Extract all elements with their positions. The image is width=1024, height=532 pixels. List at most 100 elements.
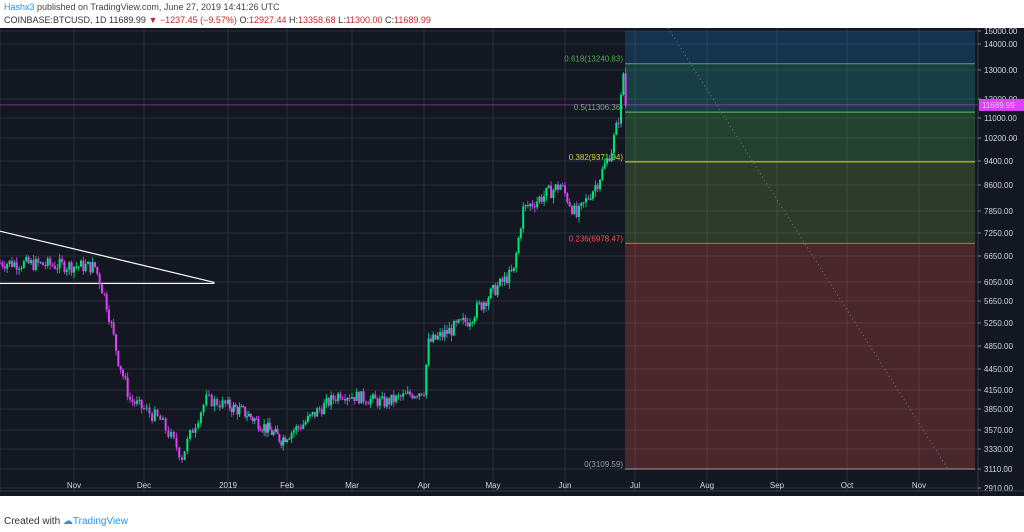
candle-body <box>288 438 291 440</box>
price-tick-label: 3850.00 <box>984 405 1013 414</box>
price-tick-label: 7250.00 <box>984 229 1013 238</box>
fib-level-label: 0.5(11306.36) <box>574 103 624 112</box>
tradingview-brand[interactable]: TradingView <box>72 516 128 527</box>
candle-body <box>341 398 344 400</box>
price-tick-label: 5250.00 <box>984 319 1013 328</box>
candle-body <box>538 196 541 202</box>
candle-body <box>61 258 64 262</box>
candle-body <box>390 394 393 405</box>
candle-body <box>172 431 175 438</box>
candle-body <box>284 437 287 443</box>
time-tick-label: May <box>485 481 500 490</box>
candle-body <box>290 432 293 439</box>
candle-body <box>524 205 527 207</box>
candle-body <box>413 396 416 399</box>
candle-body <box>3 266 6 269</box>
candle-body <box>110 322 113 324</box>
created-with: Created with ☁TradingView <box>4 516 128 527</box>
price-tick-label: 3330.00 <box>984 445 1013 454</box>
down-arrow-icon: ▼ <box>148 15 158 25</box>
candle-body <box>378 398 381 406</box>
candle-body <box>601 168 604 180</box>
time-tick-label: 2019 <box>219 481 237 490</box>
candle-body <box>178 447 181 458</box>
candle-body <box>564 185 566 194</box>
candle-body <box>344 398 347 401</box>
time-axis[interactable] <box>0 492 978 496</box>
candle-body <box>191 429 194 433</box>
candle-body <box>51 264 54 266</box>
candle-body <box>429 338 432 342</box>
last-price: 11689.99 <box>109 15 146 25</box>
candle-body <box>263 424 266 431</box>
candle-body <box>87 261 89 265</box>
candle-body <box>383 396 386 407</box>
candle-body <box>249 413 252 418</box>
candle-body <box>253 418 256 421</box>
candle-body <box>270 429 273 435</box>
candle-body <box>167 430 170 437</box>
candle-body <box>487 298 490 307</box>
candle-body <box>571 206 573 214</box>
candle-body <box>510 269 513 271</box>
candle-body <box>475 303 478 318</box>
candle-body <box>485 302 488 307</box>
candle-body <box>0 262 1 264</box>
candle-body <box>552 189 555 199</box>
low-value: 11300.00 <box>345 15 383 25</box>
candle-body <box>186 438 189 452</box>
candle-body <box>589 198 592 200</box>
candle-body <box>457 319 460 323</box>
candle-body <box>585 198 587 203</box>
candle-body <box>246 416 249 418</box>
candle-body <box>455 321 458 323</box>
candle-body <box>247 413 250 417</box>
candle-body <box>259 429 262 431</box>
candle-body <box>292 430 295 433</box>
candle-body <box>498 278 501 286</box>
candle-body <box>362 391 365 402</box>
candle-body <box>503 276 506 282</box>
candle-body <box>450 327 453 336</box>
candle-body <box>238 406 241 415</box>
price-tick-label: 10200.00 <box>984 134 1018 143</box>
candle-body <box>573 205 576 214</box>
candle-body <box>348 397 351 399</box>
author-link[interactable]: Hashx3 <box>4 2 35 12</box>
price-tick-label: 15000.00 <box>984 28 1018 36</box>
close-label: C: <box>385 15 394 25</box>
candle-body <box>261 430 264 432</box>
time-tick-label: Jun <box>559 481 572 490</box>
time-tick-label: Apr <box>418 481 431 490</box>
candle-body <box>25 256 28 262</box>
candle-body <box>138 399 141 401</box>
candle-body <box>404 393 407 395</box>
candle-body <box>416 396 419 398</box>
fib-zone <box>625 112 975 162</box>
price-tick-label: 6050.00 <box>984 278 1013 287</box>
candle-body <box>268 422 271 430</box>
candle-body <box>80 260 82 267</box>
candle-body <box>399 395 402 397</box>
candle-body <box>65 269 68 273</box>
candle-body <box>10 260 13 267</box>
candle-body <box>353 396 356 401</box>
candle-body <box>129 396 131 400</box>
candle-body <box>364 401 367 404</box>
price-tick-label: 8600.00 <box>984 181 1013 190</box>
candle-body <box>242 406 245 408</box>
candle-body <box>221 400 224 408</box>
candle-body <box>63 261 66 273</box>
price-tick-label: 5650.00 <box>984 297 1013 306</box>
price-chart[interactable]: 0.618(13240.83) 0.5(11306.36) 0.382(9371.9… <box>0 28 1024 496</box>
candle-body <box>309 414 312 416</box>
chart-area[interactable]: 0.618(13240.83) 0.5(11306.36) 0.382(9371.9… <box>0 28 1024 496</box>
candle-body <box>323 403 326 415</box>
price-tick-label: 13000.00 <box>984 66 1018 75</box>
candle-body <box>105 294 108 310</box>
candle-body <box>115 334 117 351</box>
candle-body <box>482 302 485 310</box>
candle-body <box>216 398 219 406</box>
candle-body <box>388 398 391 405</box>
candle-body <box>282 437 285 446</box>
